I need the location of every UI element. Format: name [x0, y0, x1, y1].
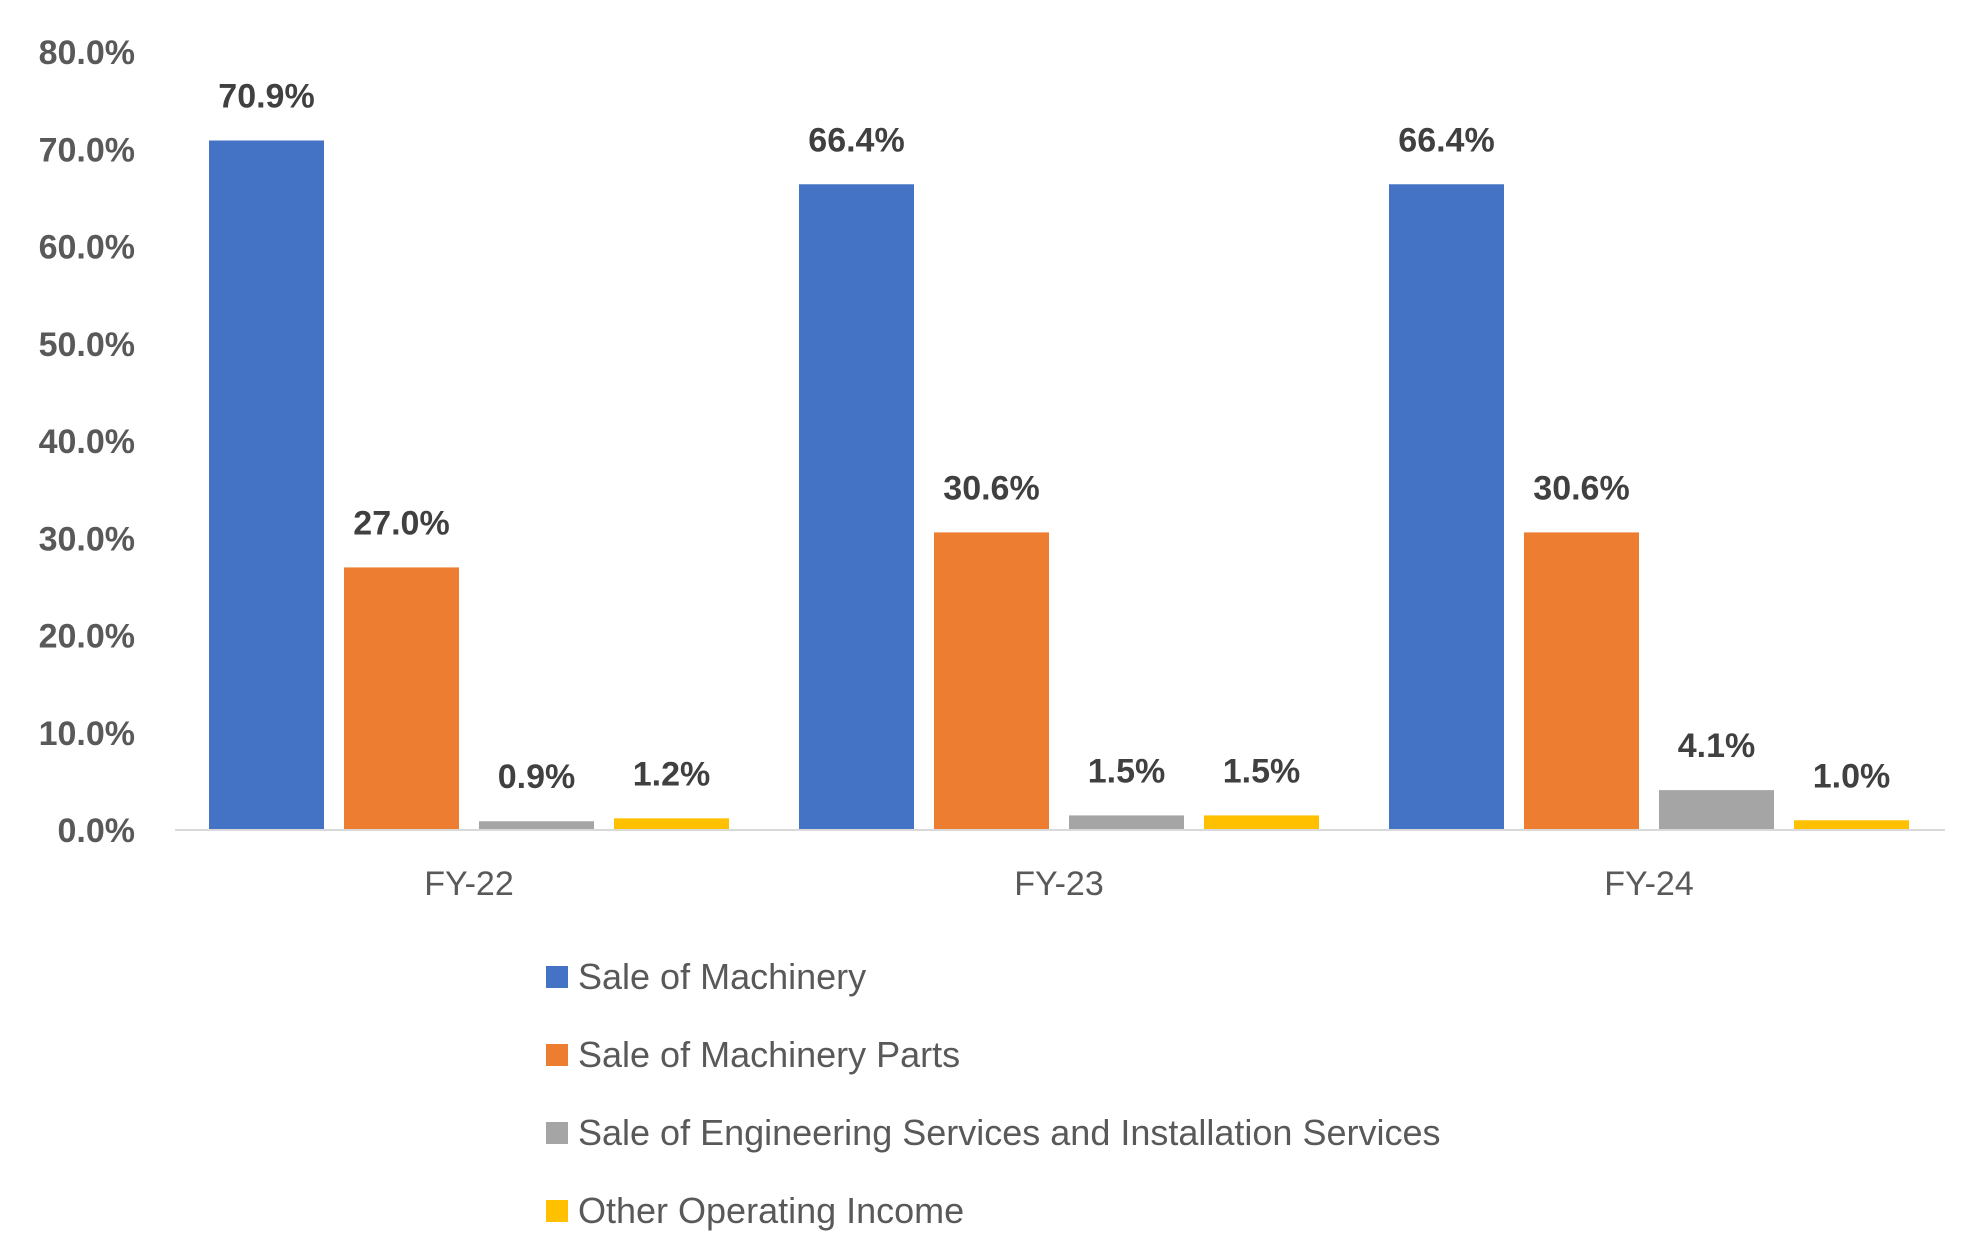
bar [1204, 815, 1319, 830]
bar [614, 818, 729, 830]
bar [1069, 815, 1184, 830]
bar [344, 567, 459, 830]
legend-swatch [546, 1200, 568, 1222]
bars [209, 140, 1909, 830]
legend-label: Other Operating Income [578, 1190, 964, 1231]
legend-swatch [546, 966, 568, 988]
y-tick-label: 40.0% [39, 423, 135, 461]
data-label: 4.1% [1678, 727, 1756, 765]
legend-swatch [546, 1044, 568, 1066]
legend-label: Sale of Machinery Parts [578, 1034, 960, 1075]
bar [479, 821, 594, 830]
legend-label: Sale of Machinery [578, 956, 866, 997]
data-label: 66.4% [808, 121, 904, 159]
data-label: 1.5% [1088, 752, 1166, 790]
data-label: 1.2% [633, 755, 711, 793]
y-tick-label: 70.0% [39, 131, 135, 169]
bar [1389, 184, 1504, 830]
y-tick-label: 50.0% [39, 326, 135, 364]
data-label: 1.5% [1223, 752, 1301, 790]
y-tick-label: 10.0% [39, 715, 135, 753]
bar [1524, 532, 1639, 830]
data-label: 66.4% [1398, 121, 1494, 159]
y-tick-label: 30.0% [39, 520, 135, 558]
data-label: 70.9% [218, 77, 314, 115]
bar [1794, 820, 1909, 830]
data-label: 0.9% [498, 758, 576, 796]
y-tick-label: 80.0% [39, 34, 135, 72]
bar [934, 532, 1049, 830]
y-tick-label: 20.0% [39, 618, 135, 656]
data-label: 27.0% [353, 504, 449, 542]
bar [1659, 790, 1774, 830]
data-label: 30.6% [943, 469, 1039, 507]
bar [209, 140, 324, 830]
data-label: 1.0% [1813, 757, 1891, 795]
data-label: 30.6% [1533, 469, 1629, 507]
y-axis: 0.0% 10.0% 20.0% 30.0% 40.0% 50.0% 60.0% 70.0% 8… [39, 34, 135, 850]
legend: Sale of Machinery Sale of Machinery Parts… [546, 956, 1441, 1231]
x-tick-label: FY-24 [1604, 865, 1693, 903]
x-tick-label: FY-22 [424, 865, 513, 903]
y-tick-label: 60.0% [39, 229, 135, 267]
x-tick-label: FY-23 [1014, 865, 1103, 903]
x-axis: FY-22 FY-23 FY-24 [424, 865, 1693, 903]
bar [799, 184, 914, 830]
legend-label: Sale of Engineering Services and Install… [578, 1112, 1441, 1153]
y-tick-label: 0.0% [58, 812, 136, 850]
data-labels: 70.9% 27.0% 0.9% 1.2% 66.4% 30.6% 1.5% 1.5% 66.4… [218, 77, 1890, 796]
legend-swatch [546, 1122, 568, 1144]
